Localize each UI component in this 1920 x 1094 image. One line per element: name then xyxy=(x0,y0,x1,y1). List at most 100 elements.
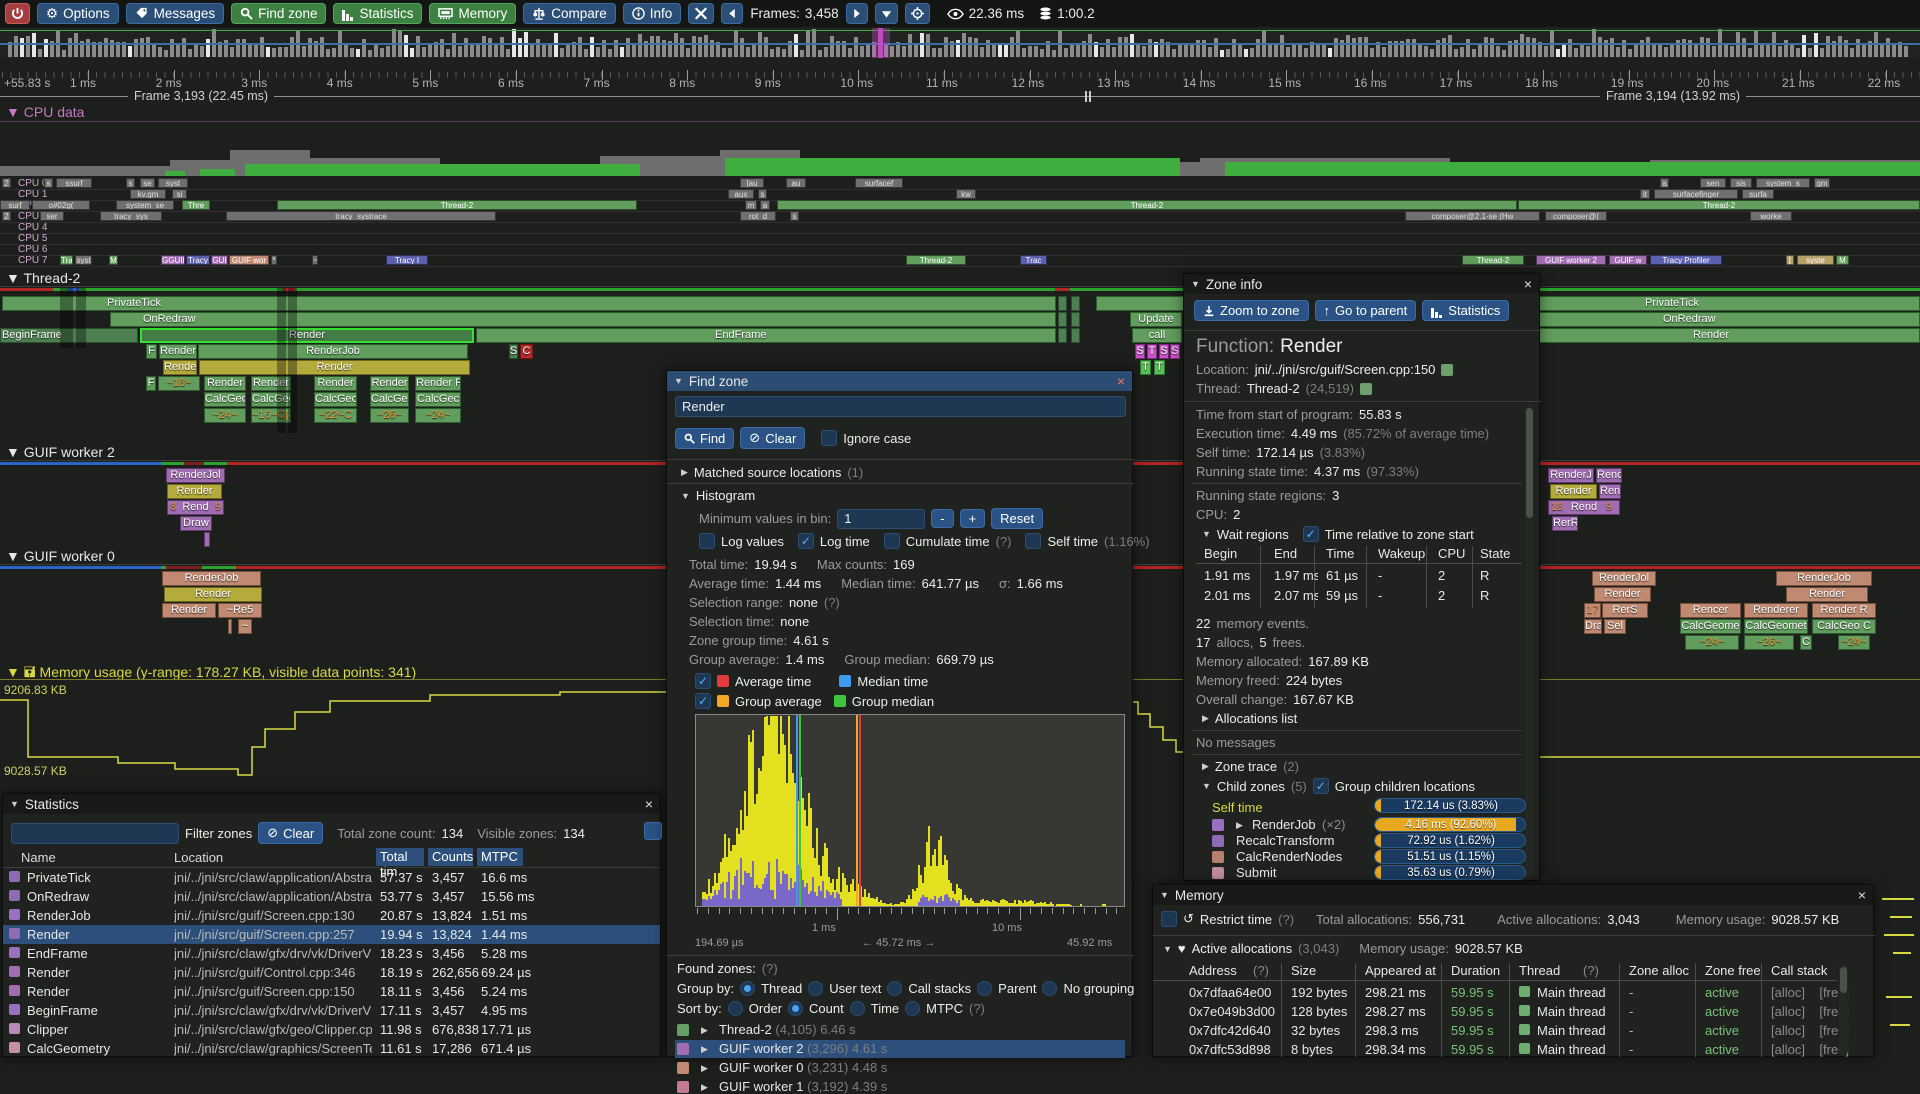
found-zone-group[interactable]: Thread-2 (4,105) 6.46 s xyxy=(719,1022,856,1037)
thread-state-ribbon[interactable] xyxy=(295,288,1055,291)
power-button[interactable] xyxy=(5,3,30,24)
alloc-col-header[interactable]: Thread xyxy=(1519,963,1561,978)
scrollbar[interactable] xyxy=(1525,404,1534,878)
zone[interactable] xyxy=(1058,296,1067,311)
prev-frame-button[interactable] xyxy=(721,3,744,24)
stat-zone-name[interactable]: EndFrame xyxy=(27,946,88,961)
next-frame-button[interactable] xyxy=(845,3,868,24)
zone[interactable]: Sel xyxy=(1604,619,1626,634)
thread-state-ribbon[interactable] xyxy=(0,566,161,569)
expand-icon[interactable]: ▶ xyxy=(1202,713,1209,723)
cpu-block[interactable]: M xyxy=(109,255,118,265)
cpu-block[interactable]: s xyxy=(126,178,135,188)
time-relative-checkbox[interactable]: ✓ xyxy=(1302,526,1319,542)
alloc-col-header[interactable]: (?) xyxy=(1253,963,1269,978)
cpu-block[interactable]: kv.gm xyxy=(130,189,166,199)
alloc-thread[interactable]: Main thread xyxy=(1537,1004,1606,1019)
self-time-checkbox[interactable] xyxy=(1025,533,1042,549)
stat-zone-name[interactable]: BeginFrame xyxy=(27,1003,98,1018)
cpu-block[interactable]: Tra xyxy=(60,255,73,265)
zone[interactable]: ~22~C xyxy=(314,408,357,423)
cpu-block[interactable]: [ xyxy=(1786,255,1794,265)
cpu-block[interactable]: kw xyxy=(956,189,976,199)
stat-zone-location[interactable]: jni/../jni/src/claw/application/Abstract… xyxy=(174,889,372,904)
frame-label-left[interactable]: Frame 3,193 (22.45 ms) xyxy=(128,89,275,103)
cpu-block[interactable]: syst xyxy=(158,178,188,188)
cpu-block[interactable]: gm xyxy=(1814,178,1830,188)
expand-icon[interactable]: ▶ xyxy=(1236,820,1243,830)
zone[interactable]: F xyxy=(146,344,157,359)
collapse-icon[interactable]: ▼ xyxy=(681,490,690,501)
close-icon[interactable]: × xyxy=(1116,373,1125,389)
zone[interactable]: Render xyxy=(370,376,409,391)
expand-icon[interactable]: ▶ xyxy=(701,1063,708,1073)
cpu-block[interactable]: composer@( xyxy=(1545,211,1607,221)
radio-call-stacks[interactable] xyxy=(887,981,903,996)
zone[interactable]: 17 xyxy=(1584,603,1601,618)
radio-user-text[interactable] xyxy=(808,981,824,996)
zone[interactable]: CalcGeo xyxy=(204,392,246,407)
cpu-block[interactable]: 2 xyxy=(2,178,11,188)
stat-zone-name[interactable]: PrivateTick xyxy=(27,870,91,885)
zone[interactable]: Render xyxy=(204,376,246,391)
filter-zones-input[interactable] xyxy=(11,822,179,844)
child-zone-name[interactable]: CalcRenderNodes xyxy=(1236,849,1343,864)
collapse-icon[interactable]: ▼ xyxy=(674,376,683,386)
zone[interactable]: Render xyxy=(199,360,470,375)
cpu-block[interactable]: rot_d xyxy=(740,211,776,221)
memory-button[interactable]: Memory xyxy=(429,3,517,24)
column-header-total[interactable]: Total tim xyxy=(376,848,424,879)
zone[interactable]: F xyxy=(146,376,156,391)
cpu-block[interactable]: aux xyxy=(728,189,754,199)
zone[interactable]: Render xyxy=(159,344,197,359)
radio-order[interactable] xyxy=(727,1001,743,1016)
zone[interactable] xyxy=(140,328,474,343)
alloc-thread[interactable]: Main thread xyxy=(1537,1023,1606,1038)
stat-zone-name[interactable]: CalcGeometry xyxy=(27,1041,111,1056)
collapse-icon[interactable]: ▼ xyxy=(1163,943,1172,954)
stat-zone-name[interactable]: OnRedraw xyxy=(27,889,90,904)
stat-zone-location[interactable]: jni/../jni/src/claw/gfx/geo/Clipper.cpp:… xyxy=(174,1022,372,1037)
stat-zone-location[interactable]: jni/../jni/src/guif/Screen.cpp:130 xyxy=(174,908,355,923)
child-zone-name[interactable]: RecalcTransform xyxy=(1236,833,1335,848)
alloc-col-header[interactable]: Zone free xyxy=(1705,963,1761,978)
stat-zone-name[interactable]: Render xyxy=(27,984,70,999)
close-icon[interactable]: × xyxy=(644,796,653,812)
stat-zone-name[interactable]: Render xyxy=(27,927,70,942)
stat-zone-location[interactable]: jni/../jni/src/guif/Screen.cpp:150 xyxy=(174,984,355,999)
zone[interactable]: Rend xyxy=(1596,468,1622,483)
alloc-col-header[interactable]: Duration xyxy=(1451,963,1501,978)
radio-parent[interactable] xyxy=(977,981,993,996)
alloc-thread[interactable]: Main thread xyxy=(1537,1042,1606,1057)
zone[interactable]: Render xyxy=(162,603,216,618)
memory-usage-plot[interactable] xyxy=(0,680,1920,790)
zone[interactable]: ~24~ xyxy=(1838,635,1870,650)
zone[interactable]: ~26~ xyxy=(1744,635,1794,650)
close-icon[interactable]: × xyxy=(1857,887,1866,903)
zone[interactable] xyxy=(1071,312,1080,327)
cpu-block[interactable]: m xyxy=(745,200,757,210)
memory-usage-header[interactable]: ▼ 🖬 Memory usage (y-range: 178.27 KB, vi… xyxy=(6,664,417,680)
find-zone-button[interactable]: Find zone xyxy=(231,3,327,24)
child-zone-name[interactable]: Submit xyxy=(1236,865,1277,880)
alloc-call-stack[interactable]: [alloc] [free] xyxy=(1771,1023,1850,1038)
column-header-name[interactable]: Name xyxy=(21,850,56,865)
cpu-data-header[interactable]: ▼ CPU data xyxy=(6,104,85,120)
zoom-to-zone-button[interactable]: Zoom to zone xyxy=(1194,300,1309,321)
allocations-list[interactable]: Allocations list xyxy=(1214,711,1298,726)
expand-icon[interactable]: ▶ xyxy=(701,1025,708,1035)
found-zone-group[interactable]: GUIF worker 2 (3,296) 4.61 s xyxy=(719,1041,888,1056)
timeline-ruler[interactable] xyxy=(0,60,1920,90)
zone[interactable]: RenderJob xyxy=(198,344,468,359)
group-avg-legend-checkbox[interactable]: ✓ xyxy=(695,693,711,709)
zone[interactable]: RenderJol xyxy=(166,468,225,483)
thread-state-ribbon[interactable] xyxy=(1055,288,1070,291)
avg-legend-checkbox[interactable]: ✓ xyxy=(695,673,711,689)
zone[interactable] xyxy=(228,619,232,634)
cpu-block[interactable]: M xyxy=(1836,255,1849,265)
zone[interactable]: 9 xyxy=(214,501,222,513)
alloc-call-stack[interactable]: [alloc] [free] xyxy=(1771,985,1850,1000)
child-time-bar[interactable]: 72.92 us (1.62%) xyxy=(1374,833,1526,848)
thread-state-ribbon[interactable] xyxy=(204,462,227,465)
zone[interactable] xyxy=(0,328,138,343)
